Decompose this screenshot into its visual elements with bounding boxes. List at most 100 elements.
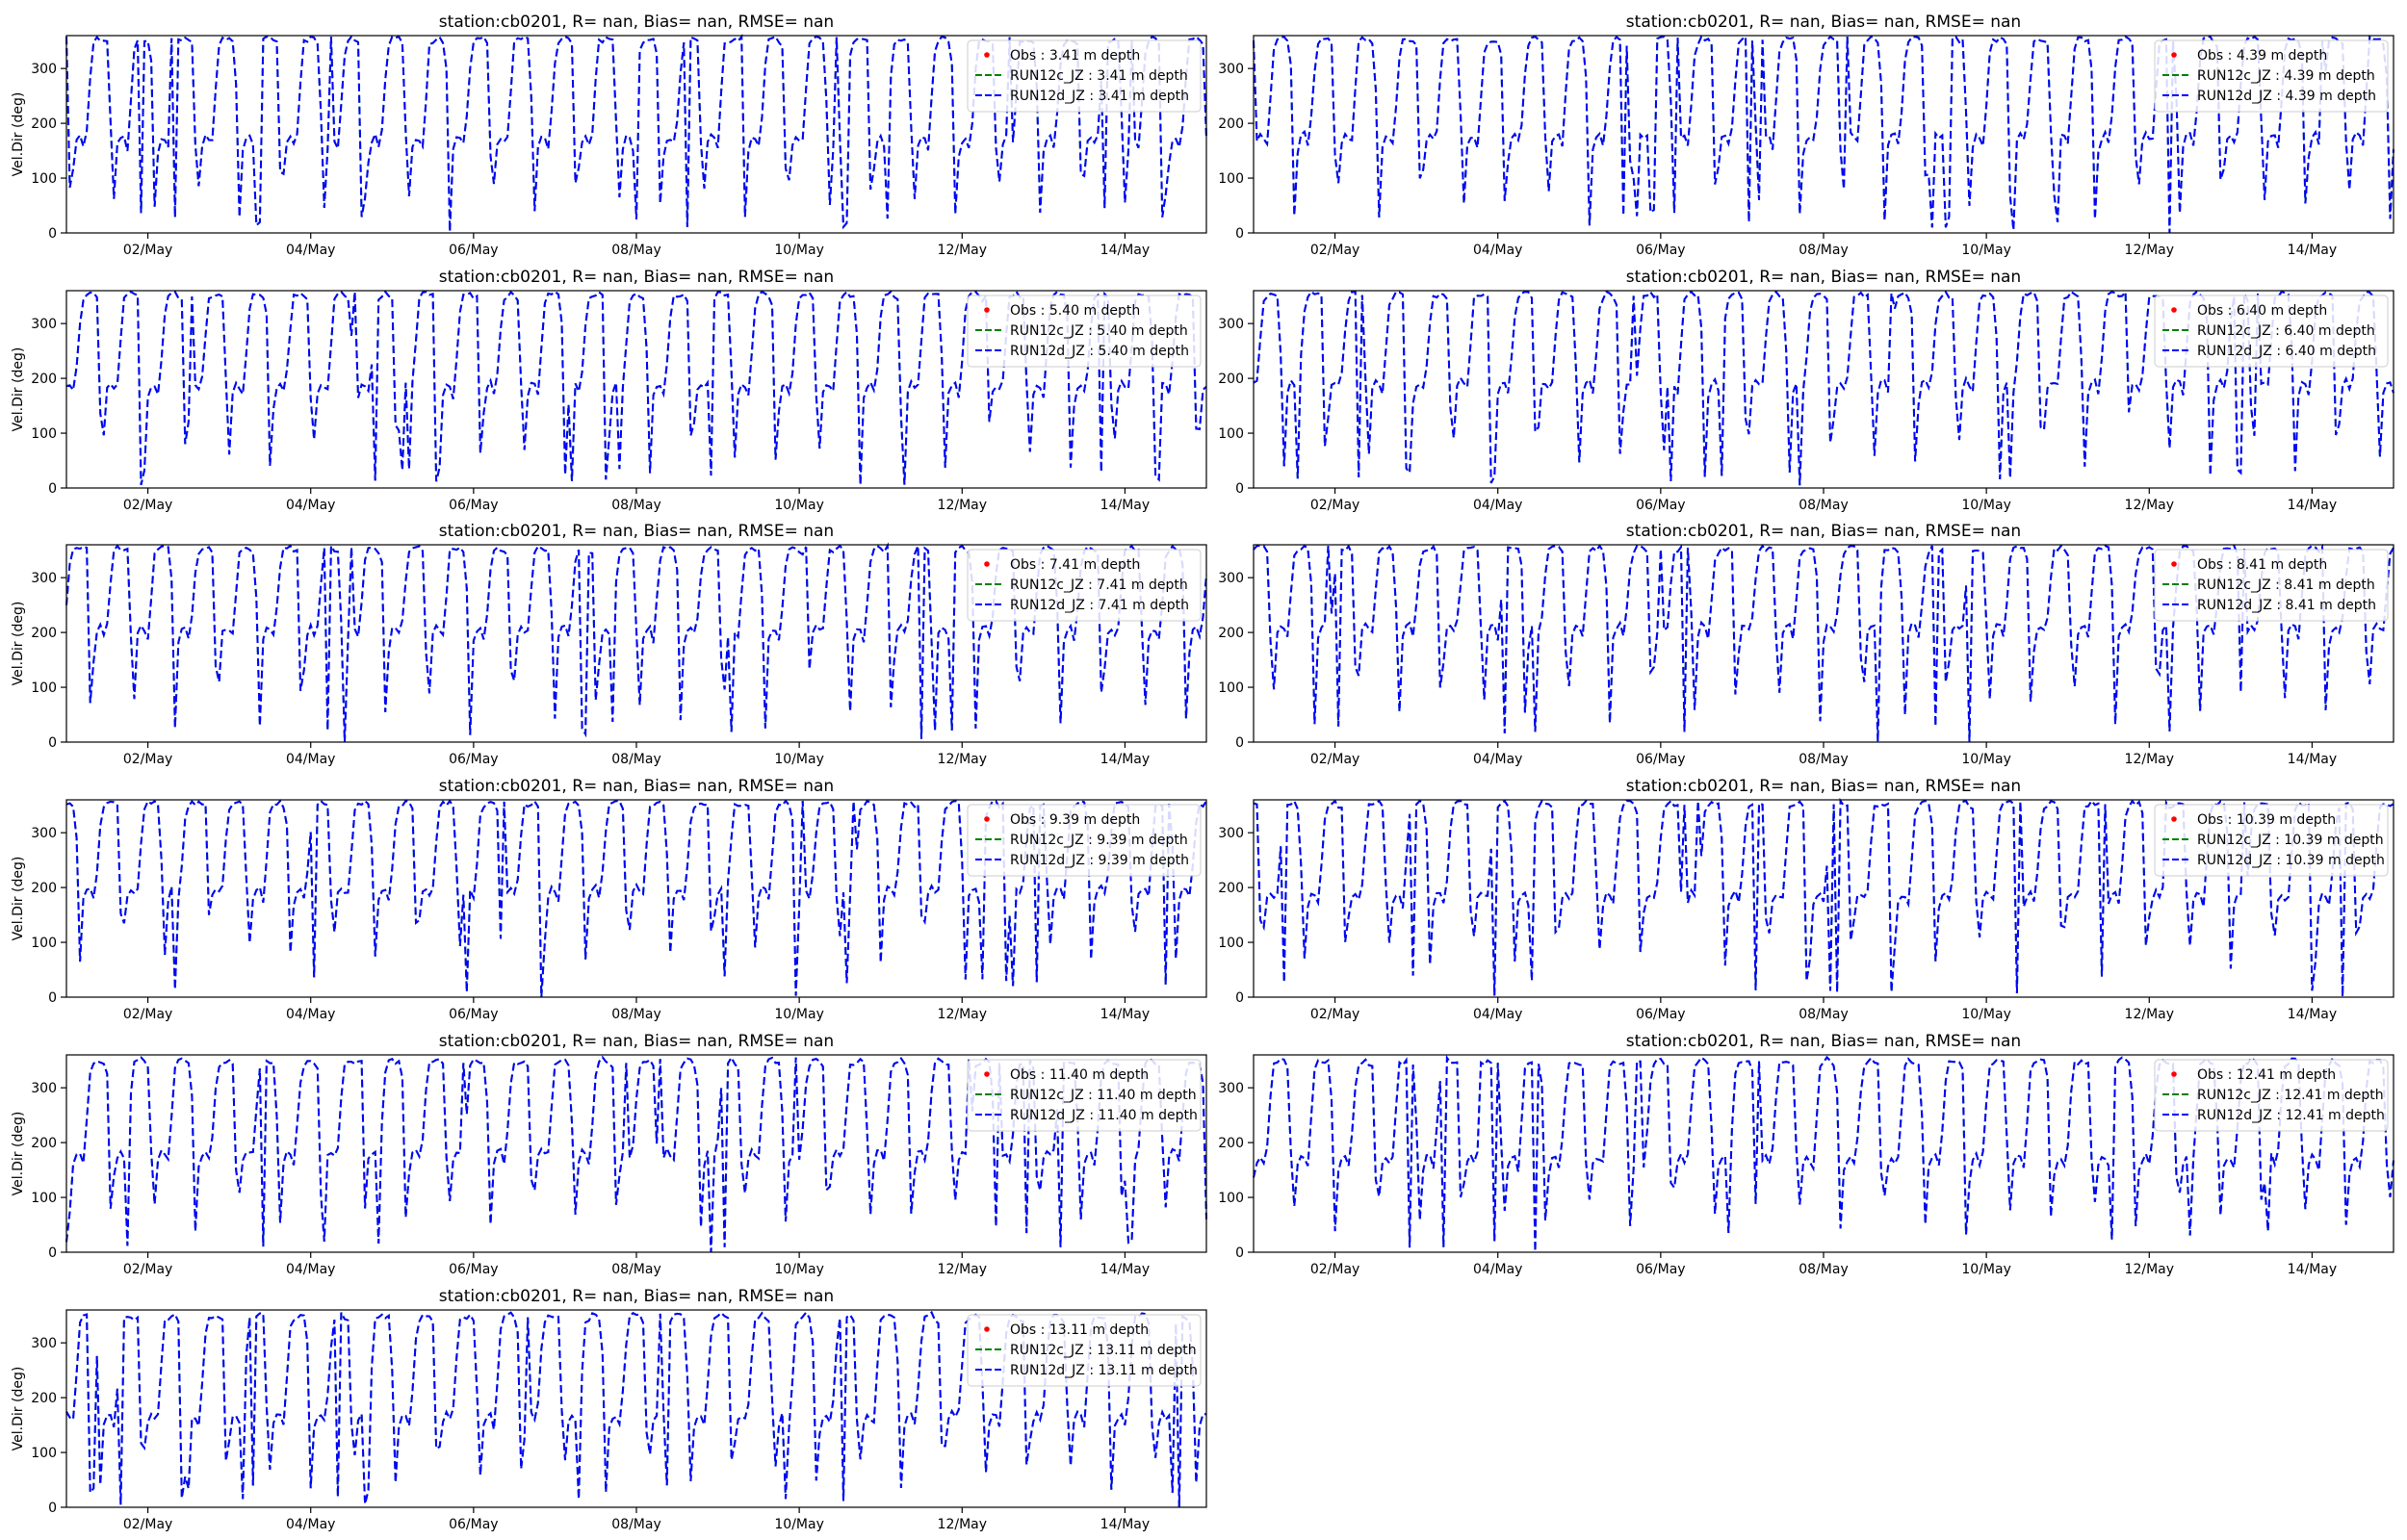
legend-box [2154, 1059, 2389, 1132]
x-tick-label: 02/May [123, 243, 172, 258]
legend: Obs : 9.39 m depth RUN12c_JZ : 9.39 m dep… [967, 804, 1202, 877]
y-tick-label: 200 [1218, 116, 1244, 132]
y-tick-label: 0 [1235, 735, 1244, 751]
legend-box [2154, 549, 2389, 622]
legend-box [967, 1314, 1202, 1387]
x-tick-label: 12/May [938, 752, 987, 767]
chart-title: station:cb0201, R= nan, Bias= nan, RMSE=… [439, 1032, 834, 1051]
y-tick-label: 0 [1235, 481, 1244, 497]
x-tick-label: 06/May [1636, 498, 1685, 513]
x-tick-label: 04/May [286, 752, 335, 767]
y-axis-label: Vel.Dir (deg) [11, 857, 26, 941]
x-tick-label: 02/May [123, 1007, 172, 1022]
chart-panel-1: station:cb0201, R= nan, Bias= nan, RMSE=… [11, 13, 1207, 258]
y-tick-label: 100 [31, 936, 57, 951]
y-axis-label: Vel.Dir (deg) [11, 92, 26, 177]
y-axis-label: Vel.Dir (deg) [11, 1112, 26, 1196]
x-tick-label: 14/May [2288, 1007, 2337, 1022]
legend: Obs : 7.41 m depth RUN12c_JZ : 7.41 m dep… [967, 549, 1202, 622]
legend-run12c-label: RUN12c_JZ : 10.39 m depth [2197, 833, 2384, 848]
legend-box [967, 39, 1202, 113]
x-tick-label: 12/May [938, 243, 987, 258]
chart-title: station:cb0201, R= nan, Bias= nan, RMSE=… [439, 1287, 834, 1306]
chart-panel-5: station:cb0201, R= nan, Bias= nan, RMSE=… [11, 522, 1207, 767]
x-tick-label: 06/May [449, 498, 498, 513]
legend-obs-marker [2171, 52, 2177, 58]
x-tick-label: 10/May [774, 498, 823, 513]
x-tick-label: 04/May [1473, 752, 1522, 767]
y-axis-label: Vel.Dir (deg) [11, 347, 26, 432]
x-tick-label: 10/May [774, 752, 823, 767]
series-run12d-line [65, 799, 1207, 998]
x-tick-label: 04/May [286, 1517, 335, 1532]
x-tick-label: 04/May [1473, 243, 1522, 258]
x-tick-label: 08/May [1799, 752, 1848, 767]
x-tick-label: 02/May [1310, 752, 1359, 767]
x-tick-label: 06/May [449, 1517, 498, 1532]
x-tick-label: 12/May [2125, 1262, 2174, 1277]
y-tick-label: 100 [31, 171, 57, 187]
y-tick-label: 0 [48, 226, 57, 242]
x-tick-label: 12/May [2125, 243, 2174, 258]
x-tick-label: 02/May [1310, 243, 1359, 258]
legend-obs-label: Obs : 8.41 m depth [2197, 557, 2327, 573]
legend-run12d-label: RUN12d_JZ : 11.40 m depth [1010, 1108, 1198, 1123]
legend-run12c-label: RUN12c_JZ : 12.41 m depth [2197, 1088, 2384, 1103]
legend-box [2154, 295, 2389, 368]
x-tick-label: 10/May [774, 1262, 823, 1277]
x-tick-label: 06/May [449, 1007, 498, 1022]
y-tick-label: 100 [31, 1446, 57, 1461]
y-tick-label: 100 [31, 1191, 57, 1206]
y-tick-label: 0 [1235, 990, 1244, 1006]
y-tick-label: 200 [31, 116, 57, 132]
legend: Obs : 3.41 m depth RUN12c_JZ : 3.41 m dep… [967, 39, 1202, 113]
x-tick-label: 02/May [1310, 1262, 1359, 1277]
chart-panel-4: station:cb0201, R= nan, Bias= nan, RMSE=… [1218, 268, 2394, 513]
legend: Obs : 13.11 m depth RUN12c_JZ : 13.11 m d… [967, 1314, 1202, 1387]
legend: Obs : 8.41 m depth RUN12c_JZ : 8.41 m dep… [2154, 549, 2389, 622]
x-tick-label: 12/May [938, 1007, 987, 1022]
chart-title: station:cb0201, R= nan, Bias= nan, RMSE=… [439, 522, 834, 541]
chart-title: station:cb0201, R= nan, Bias= nan, RMSE=… [1626, 777, 2021, 796]
y-tick-label: 300 [1218, 317, 1244, 332]
y-tick-label: 100 [1218, 171, 1244, 187]
chart-title: station:cb0201, R= nan, Bias= nan, RMSE=… [1626, 1032, 2021, 1051]
legend-run12d-label: RUN12d_JZ : 4.39 m depth [2197, 89, 2376, 104]
x-tick-label: 10/May [774, 1517, 823, 1532]
chart-title: station:cb0201, R= nan, Bias= nan, RMSE=… [1626, 268, 2021, 287]
y-tick-label: 0 [1235, 226, 1244, 242]
legend: Obs : 11.40 m depth RUN12c_JZ : 11.40 m d… [967, 1059, 1202, 1132]
legend-run12d-label: RUN12d_JZ : 9.39 m depth [1010, 853, 1189, 868]
x-tick-label: 02/May [1310, 498, 1359, 513]
y-tick-label: 200 [1218, 372, 1244, 387]
x-tick-label: 04/May [1473, 1007, 1522, 1022]
y-tick-label: 200 [1218, 1136, 1244, 1151]
legend: Obs : 5.40 m depth RUN12c_JZ : 5.40 m dep… [967, 295, 1202, 368]
chart-panel-6: station:cb0201, R= nan, Bias= nan, RMSE=… [1218, 522, 2394, 767]
x-tick-label: 12/May [2125, 498, 2174, 513]
x-tick-label: 02/May [123, 498, 172, 513]
y-tick-label: 300 [1218, 62, 1244, 77]
y-tick-label: 100 [1218, 1191, 1244, 1206]
series-run12d-line [1253, 543, 2394, 742]
legend-obs-label: Obs : 7.41 m depth [1010, 557, 1140, 573]
y-tick-label: 100 [31, 680, 57, 696]
legend-obs-marker [984, 52, 990, 58]
x-tick-label: 06/May [1636, 1262, 1685, 1277]
x-tick-label: 12/May [2125, 752, 2174, 767]
legend-run12c-label: RUN12c_JZ : 5.40 m depth [1010, 323, 1188, 339]
legend-run12c-label: RUN12c_JZ : 4.39 m depth [2197, 68, 2375, 84]
y-tick-label: 200 [31, 1136, 57, 1151]
chart-panel-11: station:cb0201, R= nan, Bias= nan, RMSE=… [11, 1287, 1207, 1532]
legend-obs-marker [984, 816, 990, 822]
legend-run12d-label: RUN12d_JZ : 5.40 m depth [1010, 344, 1189, 359]
chart-panel-2: station:cb0201, R= nan, Bias= nan, RMSE=… [1218, 13, 2394, 258]
y-tick-label: 0 [48, 1501, 57, 1516]
x-tick-label: 04/May [1473, 498, 1522, 513]
x-tick-label: 10/May [1961, 243, 2010, 258]
x-tick-label: 10/May [774, 243, 823, 258]
y-tick-label: 100 [31, 426, 57, 442]
legend: Obs : 4.39 m depth RUN12c_JZ : 4.39 m dep… [2154, 39, 2389, 113]
x-tick-label: 14/May [1100, 243, 1150, 258]
